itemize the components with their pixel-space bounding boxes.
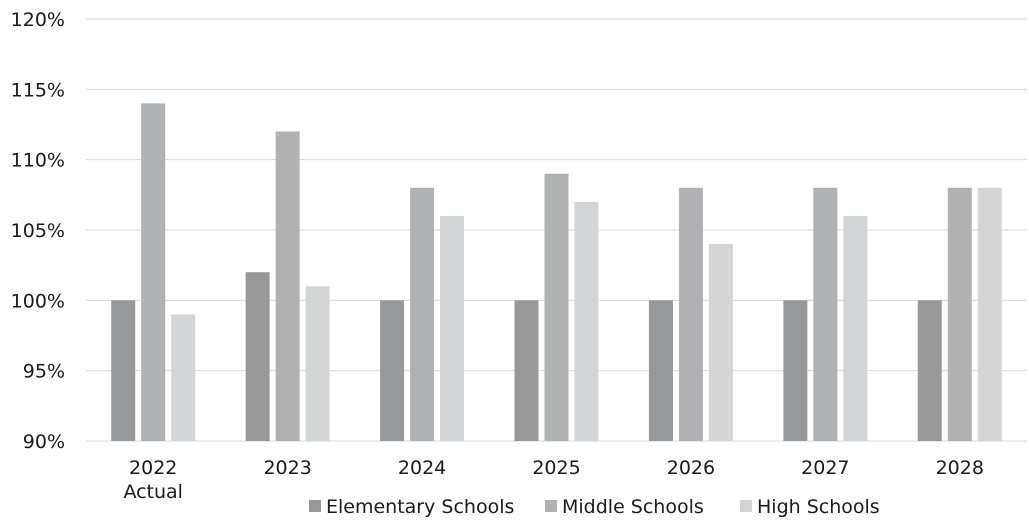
x-category-label: 2026 bbox=[667, 457, 715, 479]
bar-high-schools-2026 bbox=[708, 244, 733, 441]
bar-middle-schools-2025 bbox=[544, 173, 569, 441]
y-tick-label: 120% bbox=[11, 9, 65, 31]
bar-elementary-schools-2026 bbox=[648, 300, 673, 441]
y-tick-label: 110% bbox=[11, 150, 65, 172]
bar-elementary-schools-2027 bbox=[783, 300, 808, 441]
legend-swatch bbox=[740, 500, 752, 512]
bar-high-schools-2027 bbox=[843, 215, 868, 441]
x-category-label: 2028 bbox=[936, 457, 984, 479]
x-category-label: 2022 bbox=[129, 457, 177, 479]
bar-elementary-schools-2023 bbox=[245, 272, 270, 441]
y-tick-label: 100% bbox=[11, 290, 65, 312]
y-tick-label: 115% bbox=[11, 79, 65, 101]
x-category-label: Actual bbox=[123, 481, 183, 503]
legend-swatch bbox=[309, 500, 321, 512]
y-tick-label: 105% bbox=[11, 220, 65, 242]
bar-high-schools-2028 bbox=[977, 187, 1002, 441]
bar-middle-schools-2027 bbox=[813, 187, 838, 441]
bar-elementary-schools-2022 bbox=[111, 300, 136, 441]
y-tick-label: 95% bbox=[23, 361, 65, 383]
bar-middle-schools-2023 bbox=[275, 131, 300, 442]
bar-middle-schools-2024 bbox=[410, 187, 435, 441]
bar-middle-schools-2028 bbox=[947, 187, 972, 441]
bar-middle-schools-2026 bbox=[678, 187, 703, 441]
legend-label: High Schools bbox=[757, 496, 880, 518]
y-axis-tick-labels: 90% 95% 100% 105% 110% 115% 120% bbox=[11, 9, 65, 453]
bar-middle-schools-2022 bbox=[141, 103, 166, 442]
x-category-label: 2027 bbox=[801, 457, 849, 479]
legend-swatch bbox=[545, 500, 557, 512]
bar-elementary-schools-2025 bbox=[514, 300, 539, 441]
bar-elementary-schools-2028 bbox=[917, 300, 942, 441]
y-tick-label: 90% bbox=[23, 431, 65, 453]
x-category-label: 2023 bbox=[263, 457, 311, 479]
x-category-label: 2024 bbox=[398, 457, 446, 479]
bar-high-schools-2024 bbox=[440, 215, 465, 441]
legend: Elementary Schools Middle Schools High Sch… bbox=[309, 496, 880, 518]
x-category-label: 2025 bbox=[532, 457, 580, 479]
bar-high-schools-2022 bbox=[171, 314, 196, 441]
bar-high-schools-2025 bbox=[574, 201, 599, 441]
bars bbox=[111, 103, 1002, 442]
legend-label: Middle Schools bbox=[562, 496, 704, 518]
legend-label: Elementary Schools bbox=[326, 496, 514, 518]
bar-elementary-schools-2024 bbox=[380, 300, 405, 441]
bar-high-schools-2023 bbox=[305, 286, 330, 441]
